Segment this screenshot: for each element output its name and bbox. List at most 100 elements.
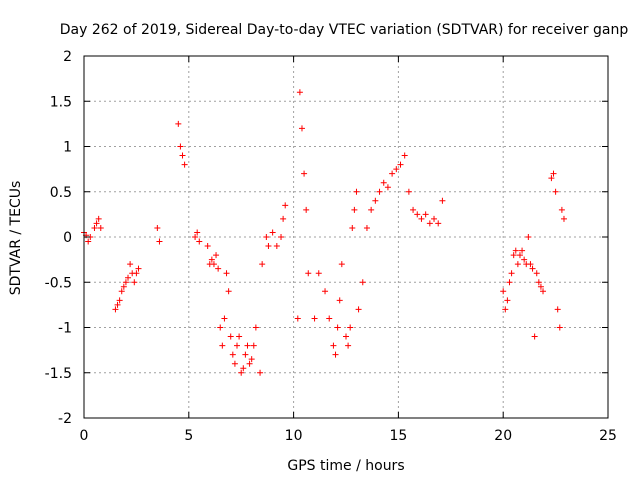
- data-point-0-29: [204, 243, 211, 250]
- data-point-0-117: [527, 261, 534, 268]
- data-point-0-34: [215, 265, 222, 272]
- data-point-0-61: [282, 202, 289, 209]
- data-point-0-49: [246, 360, 253, 367]
- data-point-0-102: [435, 220, 442, 227]
- data-point-0-68: [311, 315, 318, 322]
- data-point-0-31: [208, 256, 215, 263]
- data-point-0-105: [502, 306, 509, 313]
- y-tick-label-4: 0: [63, 230, 72, 246]
- data-point-0-85: [363, 224, 370, 231]
- data-point-0-13: [122, 279, 129, 286]
- data-point-0-130: [560, 215, 567, 222]
- data-point-0-74: [334, 324, 341, 331]
- data-point-0-43: [234, 342, 241, 349]
- y-tick-label-8: -2: [58, 411, 72, 427]
- data-point-0-83: [355, 306, 362, 313]
- data-point-0-53: [257, 369, 264, 376]
- data-point-0-92: [393, 166, 400, 173]
- x-tick-label-2: 10: [285, 428, 303, 444]
- data-point-0-109: [510, 252, 517, 259]
- data-point-0-42: [231, 360, 238, 367]
- data-point-0-125: [550, 170, 557, 177]
- x-tick-label-0: 0: [80, 428, 89, 444]
- x-tick-label-5: 25: [599, 428, 617, 444]
- data-point-0-100: [426, 220, 433, 227]
- data-point-0-124: [548, 175, 555, 182]
- data-point-0-24: [179, 152, 186, 159]
- data-point-0-69: [315, 270, 322, 277]
- data-point-0-45: [238, 369, 245, 376]
- data-point-0-73: [332, 351, 339, 358]
- y-tick-label-1: 1.5: [50, 94, 72, 110]
- data-point-0-14: [125, 274, 132, 281]
- data-point-0-63: [296, 89, 303, 96]
- data-point-0-91: [389, 170, 396, 177]
- x-axis-label: GPS time / hours: [287, 458, 404, 474]
- data-point-0-40: [227, 333, 234, 340]
- data-point-0-36: [219, 342, 226, 349]
- grid-layer: [84, 56, 608, 418]
- data-points: [81, 89, 567, 376]
- data-point-0-46: [240, 365, 247, 372]
- axis-ticks: 0 5 10 15 20 25 2 1.5 1 0.5 0 -0.5 -1 -1.5 -2: [45, 49, 617, 444]
- data-point-0-44: [236, 333, 243, 340]
- data-point-0-17: [131, 279, 138, 286]
- data-point-0-116: [525, 234, 532, 240]
- data-point-0-112: [516, 252, 523, 259]
- data-point-0-78: [345, 342, 352, 349]
- data-point-0-33: [213, 252, 220, 259]
- data-point-0-113: [519, 247, 526, 254]
- data-point-0-35: [217, 324, 224, 331]
- data-point-0-71: [326, 315, 333, 322]
- data-point-0-21: [156, 238, 163, 245]
- data-point-0-38: [223, 270, 230, 277]
- data-point-0-23: [177, 143, 184, 150]
- data-point-0-50: [248, 356, 255, 363]
- data-point-0-106: [504, 297, 511, 304]
- data-point-0-79: [347, 324, 354, 331]
- data-point-0-111: [514, 261, 521, 268]
- data-point-0-15: [127, 261, 134, 268]
- data-point-0-62: [294, 315, 301, 322]
- data-point-0-114: [521, 256, 528, 263]
- data-point-0-97: [414, 211, 421, 218]
- x-tick-label-1: 5: [184, 428, 193, 444]
- data-point-0-76: [338, 261, 345, 268]
- data-point-0-96: [410, 206, 417, 213]
- data-point-0-81: [351, 206, 358, 213]
- data-point-0-86: [368, 206, 375, 213]
- data-point-0-47: [242, 351, 249, 358]
- data-point-0-57: [269, 229, 276, 236]
- y-tick-label-2: 1: [63, 140, 72, 156]
- data-point-0-51: [250, 342, 257, 349]
- data-point-0-126: [552, 188, 559, 195]
- data-point-0-18: [133, 270, 140, 277]
- chart-title: Day 262 of 2019, Sidereal Day-to-day VTE…: [60, 22, 629, 38]
- data-point-0-119: [531, 333, 538, 340]
- data-point-0-2: [85, 238, 92, 245]
- data-point-0-39: [225, 288, 232, 295]
- data-point-0-121: [535, 279, 542, 286]
- data-point-0-77: [343, 333, 349, 340]
- data-point-0-108: [508, 270, 515, 277]
- data-point-0-10: [116, 297, 123, 304]
- data-point-0-90: [384, 184, 391, 191]
- data-point-0-88: [376, 188, 383, 195]
- data-point-0-32: [210, 261, 217, 268]
- data-point-0-11: [118, 288, 125, 295]
- data-point-0-93: [397, 161, 404, 168]
- data-point-0-28: [196, 238, 203, 245]
- data-point-0-8: [112, 306, 119, 313]
- data-point-0-4: [91, 224, 98, 231]
- y-tick-label-0: 2: [63, 49, 72, 65]
- data-point-0-20: [154, 224, 161, 231]
- data-point-0-72: [330, 342, 337, 349]
- data-point-0-9: [114, 301, 121, 308]
- data-point-0-52: [252, 324, 259, 331]
- y-tick-label-5: -0.5: [45, 275, 72, 291]
- data-point-0-118: [529, 265, 536, 272]
- data-point-0-58: [273, 243, 280, 250]
- data-point-0-89: [380, 179, 387, 186]
- data-point-0-122: [537, 283, 544, 290]
